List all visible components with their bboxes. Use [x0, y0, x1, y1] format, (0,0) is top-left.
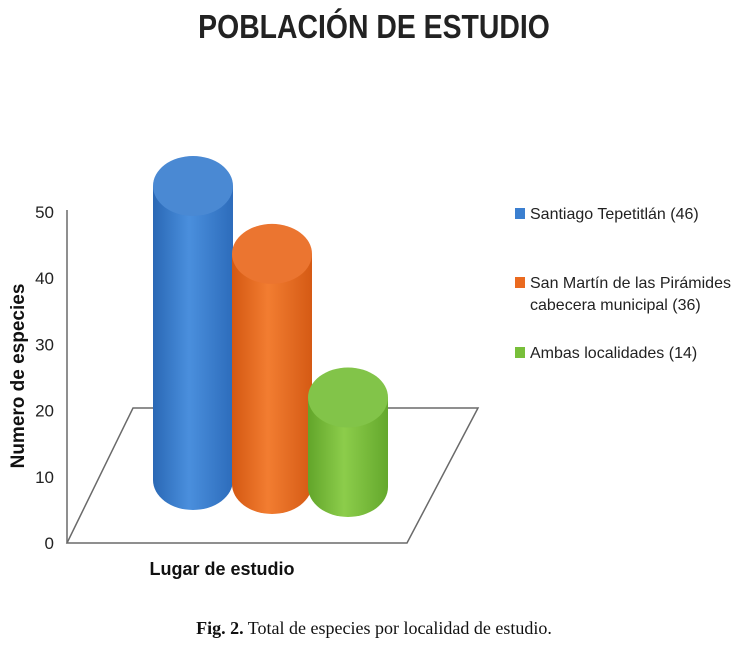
- legend-item: Santiago Tepetitlán (46): [515, 206, 699, 223]
- bar-cylinder: [232, 223, 312, 515]
- bar-top: [153, 156, 233, 216]
- legend-label: San Martín de las Pirámides: [530, 275, 731, 292]
- legend-item: Ambas localidades (14): [515, 345, 697, 362]
- bar-body: [153, 186, 233, 510]
- legend-swatch: [515, 208, 525, 219]
- bar-top: [232, 223, 312, 284]
- bar-cylinder: [308, 367, 388, 517]
- caption-text: Total de especies por localidad de estud…: [247, 618, 552, 638]
- y-axis-label: Numero de especies: [8, 284, 29, 469]
- legend-swatch: [515, 277, 525, 288]
- legend-swatch: [515, 347, 525, 358]
- bar-top-highlight: [308, 367, 388, 428]
- legend: Santiago Tepetitlán (46) San Martín de la…: [515, 206, 731, 362]
- legend-label: cabecera municipal (36): [530, 297, 701, 314]
- figure-caption: Fig. 2. Total de especies por localidad …: [0, 618, 748, 639]
- chart-floor: [65, 407, 480, 544]
- y-tick-label: 0: [45, 534, 54, 553]
- y-tick-label: 30: [35, 335, 54, 354]
- bar-body: [232, 253, 312, 515]
- bar-top-highlight: [153, 156, 233, 216]
- legend-label: Santiago Tepetitlán (46): [530, 206, 699, 223]
- bar-cylinder: [153, 156, 233, 510]
- legend-label: Ambas localidades (14): [530, 345, 697, 362]
- y-tick-label: 10: [35, 468, 54, 487]
- legend-item: San Martín de las Pirámides cabecera muni…: [515, 275, 731, 314]
- y-tick-label: 20: [35, 402, 54, 421]
- y-ticks: 0 10 20 30 40 50: [35, 203, 54, 553]
- bar-body: [308, 397, 388, 517]
- x-axis-label: Lugar de estudio: [149, 559, 294, 579]
- caption-label: Fig. 2.: [196, 618, 244, 638]
- chart-title: POBLACIÓN DE ESTUDIO: [198, 8, 550, 45]
- bar-top-highlight: [232, 223, 312, 284]
- y-tick-label: 40: [35, 269, 54, 288]
- y-tick-label: 50: [35, 203, 54, 222]
- bars: [153, 156, 388, 517]
- bar-top: [308, 367, 388, 428]
